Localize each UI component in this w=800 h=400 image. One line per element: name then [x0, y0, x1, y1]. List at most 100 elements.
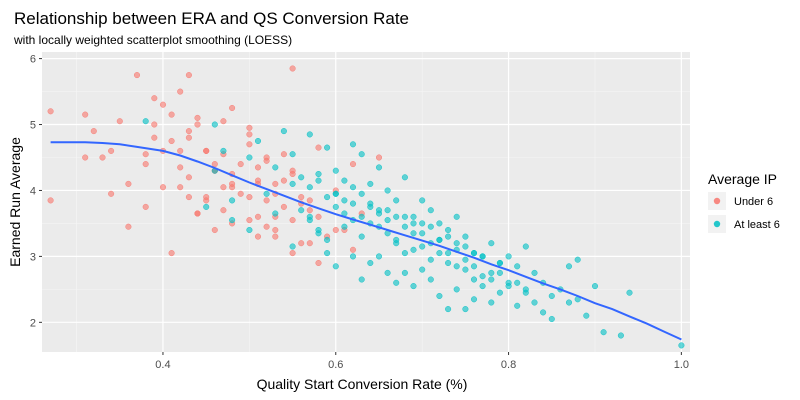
data-point	[375, 154, 383, 161]
legend-item-under-6: Under 6	[708, 192, 773, 210]
data-point	[272, 210, 279, 217]
data-point	[419, 243, 426, 250]
data-point	[142, 161, 149, 168]
data-point	[436, 236, 443, 243]
data-point	[263, 154, 270, 161]
data-point	[263, 190, 270, 197]
data-point	[211, 121, 218, 128]
data-point	[177, 147, 184, 154]
x-axis-label: Quality Start Conversion Rate (%)	[257, 376, 468, 392]
data-point	[168, 137, 175, 145]
legend-label: At least 6	[734, 219, 780, 231]
data-point	[194, 210, 201, 217]
data-point	[185, 72, 192, 79]
data-point	[315, 177, 322, 184]
data-point	[462, 306, 469, 313]
data-point	[306, 240, 313, 247]
data-point	[384, 187, 391, 194]
data-point	[90, 128, 97, 135]
plot-panel	[42, 52, 690, 352]
data-point	[341, 197, 348, 204]
data-point	[108, 190, 115, 197]
data-point	[151, 134, 158, 141]
data-point	[410, 213, 417, 220]
data-point	[436, 292, 443, 300]
data-point	[522, 286, 529, 293]
data-point	[168, 250, 175, 257]
y-axis-ticks: 2 3 4 5 6	[30, 54, 42, 329]
data-point	[531, 299, 538, 306]
data-point	[384, 269, 391, 276]
data-point	[505, 253, 512, 260]
data-point	[427, 207, 434, 214]
data-point	[341, 223, 348, 230]
data-point	[324, 236, 331, 243]
data-point	[272, 226, 279, 234]
legend: Average IP Under 6 At least 6	[708, 171, 780, 233]
data-point	[246, 194, 253, 201]
data-points	[47, 65, 685, 349]
data-point	[583, 312, 590, 319]
data-point	[427, 276, 434, 283]
data-point	[565, 263, 573, 270]
data-point	[306, 197, 313, 204]
data-point	[332, 167, 339, 174]
data-point	[177, 88, 184, 95]
data-point	[272, 164, 279, 171]
data-point	[540, 309, 547, 316]
data-point	[263, 197, 270, 204]
data-point	[401, 250, 408, 257]
data-point	[393, 213, 400, 220]
data-point	[246, 217, 253, 224]
series-at-least-6	[142, 118, 685, 349]
data-point	[349, 253, 357, 260]
data-point	[289, 151, 296, 158]
data-point	[82, 111, 89, 118]
data-point	[306, 131, 313, 138]
data-point	[237, 161, 244, 168]
data-point	[315, 213, 322, 220]
data-point	[341, 177, 348, 184]
data-point	[514, 302, 521, 309]
data-point	[419, 266, 426, 273]
data-point	[289, 217, 296, 224]
data-point	[168, 111, 175, 118]
data-point	[496, 259, 503, 267]
data-point	[159, 101, 167, 108]
data-point	[410, 246, 417, 253]
data-point	[108, 147, 115, 154]
data-point	[203, 147, 210, 154]
data-point	[324, 144, 331, 151]
data-point	[151, 121, 158, 128]
data-point	[133, 72, 141, 79]
data-point	[254, 177, 262, 184]
data-point	[324, 194, 331, 201]
data-point	[488, 240, 495, 247]
data-point	[272, 233, 279, 240]
data-point	[600, 329, 607, 336]
data-point	[531, 269, 538, 276]
data-point	[367, 180, 374, 187]
data-point	[349, 246, 357, 253]
data-point	[211, 226, 218, 234]
data-point	[470, 250, 478, 257]
data-point	[678, 342, 685, 349]
loess-smooth-line	[50, 141, 682, 341]
data-point	[349, 141, 357, 148]
data-point	[445, 259, 452, 267]
x-tick-label: 0.8	[501, 359, 516, 371]
data-point	[220, 118, 227, 125]
data-point	[289, 170, 296, 178]
data-point	[349, 184, 357, 191]
data-point	[410, 230, 417, 237]
data-point	[479, 283, 486, 290]
data-point	[142, 203, 149, 210]
data-point	[272, 180, 279, 187]
data-point	[185, 128, 192, 135]
data-point	[229, 104, 236, 112]
data-point	[177, 184, 184, 191]
series-under-6	[47, 65, 383, 267]
data-point	[280, 151, 287, 158]
data-point	[254, 213, 262, 220]
